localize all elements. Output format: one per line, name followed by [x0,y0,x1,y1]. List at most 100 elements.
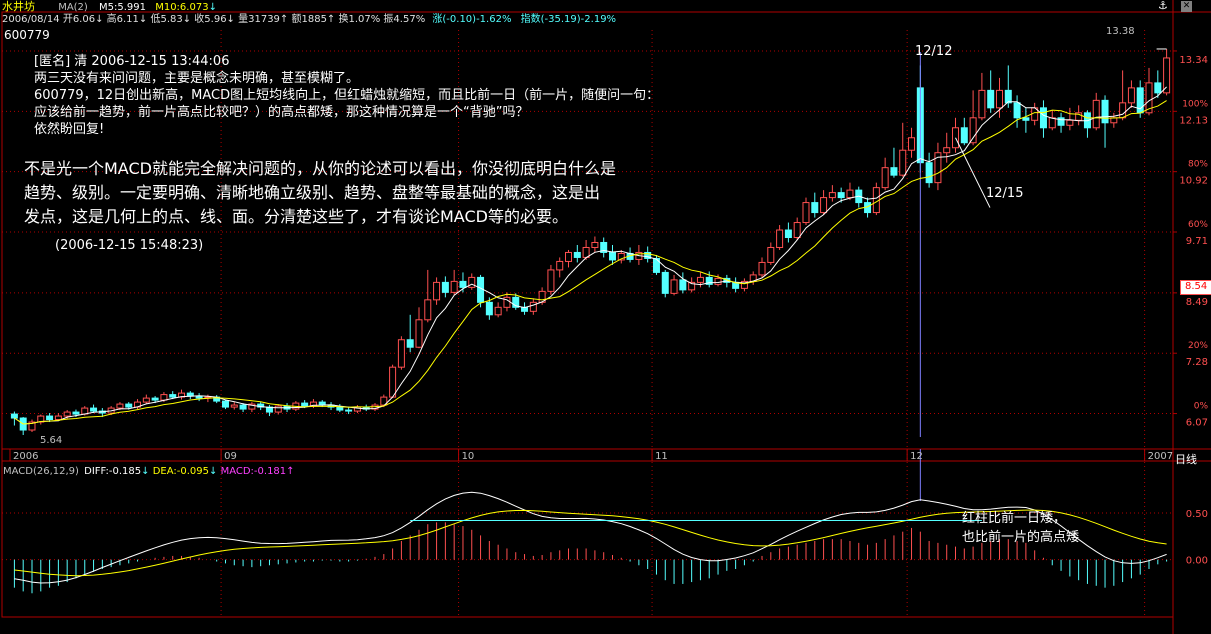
macd-label: MACD(26,12,9) [3,466,79,477]
candle-body [714,277,722,285]
candle-body [441,281,449,293]
macd-dea-line [14,509,1167,577]
stock-code: 600779 [4,28,50,42]
candle-body [670,279,678,294]
candle-body [617,252,625,261]
close-glyph: ✕ [1182,1,1191,11]
candle-body [696,276,704,283]
candle-body [846,189,854,199]
candle-body [389,366,397,398]
candle-body [1066,119,1074,126]
price-tick-label: 10.92 [1179,176,1208,187]
candle-body [925,162,933,184]
index-value: 指数(-35.19)-2.19% [520,14,617,25]
price-tick-label: 12.13 [1179,115,1208,126]
candle-body [1154,82,1162,94]
ma10-arrow: ↓ [208,2,217,13]
candle-body [1145,82,1153,114]
candle-body [397,339,405,368]
period-daily-button[interactable]: 日线 [1175,451,1197,467]
candle-body [802,202,810,224]
candle-body [221,400,229,408]
candle-body [380,396,388,406]
candle-body [477,276,485,303]
stock-name[interactable]: 水井坊 [2,0,35,13]
candle-body [424,299,432,321]
candle-body [248,403,256,410]
candle-body [125,403,133,408]
current-price-value: 8.54 [1185,281,1208,292]
candle-body [450,280,458,293]
candle-body [1163,57,1171,94]
percent-tick-label: 80% [1188,160,1208,170]
low-price-label: 5.64 [40,435,63,446]
candle-body [1057,117,1065,126]
candle-body [1013,102,1021,119]
candle-body [758,261,766,276]
marker-1215-pointer [955,137,991,208]
candle-body [345,409,353,412]
post-line-2: 600779，12日创出新高，MACD图上短均线向上，但红蜡烛就缩短，而且比前一… [34,88,660,103]
candle-body [960,127,968,144]
macd-note-1: 红柱比前一日矮， [962,511,1067,526]
candle-body [169,394,177,398]
candle-body [239,404,247,410]
post-line-4: 依然盼回复! [34,122,105,137]
percent-tick-label: 0% [1194,402,1209,412]
candle-body [565,251,573,262]
candle-body [494,306,502,316]
candle-body [1022,117,1030,121]
candle-body [512,296,520,308]
candle-body [679,279,687,291]
candle-body [257,403,265,408]
percent-tick-label: 60% [1188,220,1208,230]
reply-line-3: 发点，这是几何上的点、线、面。分清楚这些了，才有谈论MACD等的必要。 [24,207,568,226]
candle-body [837,192,845,199]
candle-body [943,147,951,154]
month-label: 09 [224,451,237,462]
candle-body [899,149,907,176]
chart-grid [2,30,1177,617]
candle-body [72,411,80,415]
candle-body [1101,99,1109,124]
change-value: 涨(-0.10)-1.62% [432,14,512,25]
candle-body [1127,87,1135,104]
ma5-value: M5:5.991 [99,2,147,13]
candle-series [10,48,1171,501]
ma10-line [14,100,1167,425]
candle-body [890,167,898,176]
close-icon[interactable]: ✕ [1181,1,1192,12]
candle-body [767,246,775,263]
candle-body [591,241,599,248]
period-daily-label: 日线 [1175,453,1197,466]
candle-body [1004,89,1012,104]
candle-body [10,413,18,419]
candle-body [529,301,537,312]
candle-body [908,137,916,151]
reply-time: (2006-12-15 15:48:23) [55,238,204,253]
candle-body [90,407,98,412]
candle-body [934,152,942,184]
candle-body [1119,102,1127,119]
candle-body [160,394,168,401]
candle-body [37,415,45,423]
candle-body [406,339,414,348]
price-tick-label: 8.49 [1186,297,1208,308]
candle-body [151,397,159,401]
candle-body [63,411,71,417]
candle-body [784,229,792,239]
macd-value: MACD:-0.181 [220,466,287,477]
candle-body [600,241,608,253]
candle-body [811,202,819,214]
anchor-icon[interactable]: ⚓ [1158,0,1168,12]
candle-body [459,280,467,288]
candle-body [556,260,564,271]
macd-note-2: 也比前一片的高点矮 [962,530,1080,545]
candle-body [608,251,616,261]
post-header: [匿名] 清 2006-12-15 13:44:06 [34,54,230,69]
candle-body [688,281,696,291]
macd-dea-arrow: ↓ [209,466,218,477]
price-tick-label: 9.71 [1186,236,1208,247]
candle-body [28,421,36,431]
ma10-value: M10:6.073 [155,2,209,13]
